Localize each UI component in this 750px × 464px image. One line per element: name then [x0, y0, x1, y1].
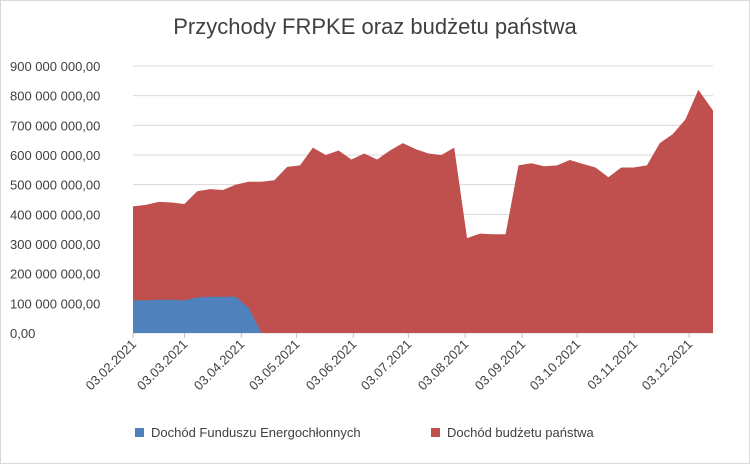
legend-label-energochlonnych: Dochód Funduszu Energochłonnych — [151, 425, 361, 440]
legend-swatch-red — [431, 428, 440, 437]
y-tick-label: 100 000 000,00 — [10, 296, 100, 311]
x-tick-label: 03.08.2021 — [415, 337, 472, 394]
chart-title: Przychody FRPKE oraz budżetu państwa — [173, 14, 577, 39]
legend-item-energochlonnych: Dochód Funduszu Energochłonnych — [135, 425, 361, 440]
x-tick-label: 03.03.2021 — [134, 337, 191, 394]
y-tick-label: 800 000 000,00 — [10, 89, 100, 104]
x-tick-label: 03.11.2021 — [584, 337, 640, 393]
x-tick-label: 03.12.2021 — [639, 337, 696, 394]
y-tick-label: 900 000 000,00 — [10, 59, 100, 74]
y-tick-label: 0,00 — [10, 326, 35, 341]
x-tick-label: 03.02.2021 — [82, 337, 139, 394]
y-tick-label: 200 000 000,00 — [10, 267, 100, 282]
area-series-0 — [133, 89, 713, 333]
x-tick-label: 03.06.2021 — [303, 337, 360, 394]
legend-swatch-blue — [135, 428, 144, 437]
y-tick-label: 700 000 000,00 — [10, 118, 100, 133]
x-tick-label: 03.04.2021 — [191, 337, 248, 394]
x-tick-label: 03.05.2021 — [246, 337, 303, 394]
y-tick-label: 600 000 000,00 — [10, 148, 100, 163]
legend-label-budzet: Dochód budżetu państwa — [447, 425, 594, 440]
x-tick-label: 03.09.2021 — [472, 337, 529, 394]
legend-item-budzet: Dochód budżetu państwa — [431, 425, 594, 440]
y-tick-label: 400 000 000,00 — [10, 207, 100, 222]
y-tick-label: 500 000 000,00 — [10, 178, 100, 193]
x-tick-label: 03.07.2021 — [358, 337, 415, 394]
y-tick-label: 300 000 000,00 — [10, 237, 100, 252]
x-tick-label: 03.10.2021 — [527, 337, 584, 394]
area-series-1 — [133, 296, 262, 333]
